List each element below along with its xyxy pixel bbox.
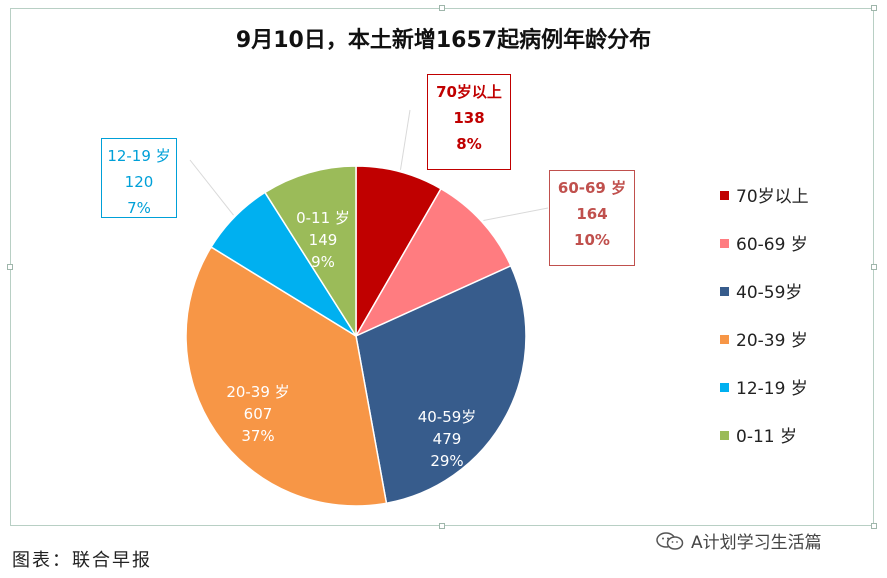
legend-swatch bbox=[720, 383, 729, 392]
legend-label: 0-11 岁 bbox=[736, 427, 797, 447]
legend-swatch bbox=[720, 287, 729, 296]
data-label-category: 12-19 岁 bbox=[107, 147, 171, 165]
legend-swatch bbox=[720, 431, 729, 440]
resize-handle-top[interactable] bbox=[439, 5, 445, 11]
data-label-value: 120 bbox=[124, 173, 154, 191]
watermark-text: A计划学习生活篇 bbox=[691, 533, 822, 553]
data-label-category: 0-11 岁 bbox=[296, 209, 350, 227]
data-label-category: 70岁以上 bbox=[436, 83, 502, 101]
leader-line-4 bbox=[189, 159, 234, 216]
resize-handle-right[interactable] bbox=[871, 264, 877, 270]
legend-swatch bbox=[720, 239, 729, 248]
data-label-category: 60-69 岁 bbox=[557, 179, 627, 197]
pie-slice-0 bbox=[355, 165, 442, 339]
data-label-box-0: 70岁以上 138 8% bbox=[427, 74, 511, 170]
resize-handle-bottom[interactable] bbox=[439, 523, 445, 529]
data-label-category: 20-39 岁 bbox=[226, 383, 289, 401]
data-label-value: 164 bbox=[576, 205, 608, 223]
data-label-box-4: 12-19 岁 120 7% bbox=[101, 138, 177, 218]
data-label-percent: 9% bbox=[311, 253, 335, 271]
data-label-5: 0-11 岁 149 9% bbox=[296, 209, 350, 271]
chart-title: 9月10日，本土新增1657起病例年龄分布 bbox=[235, 28, 652, 53]
data-label-percent: 29% bbox=[430, 452, 463, 470]
data-label-3: 20-39 岁 607 37% bbox=[226, 383, 289, 445]
resize-handle-top-right[interactable] bbox=[871, 5, 877, 11]
data-label-percent: 8% bbox=[456, 135, 482, 153]
resize-handle-left[interactable] bbox=[7, 264, 13, 270]
data-label-box-1: 60-69 岁 164 10% bbox=[549, 170, 635, 266]
data-label-category: 40-59岁 bbox=[418, 408, 477, 426]
wechat-icon bbox=[656, 531, 684, 550]
source-caption: 图表：联合早报 bbox=[12, 550, 152, 571]
data-label-value: 607 bbox=[244, 405, 273, 423]
legend-label: 60-69 岁 bbox=[736, 235, 808, 255]
watermark: A计划学习生活篇 bbox=[655, 528, 822, 553]
data-label-value: 138 bbox=[453, 109, 485, 127]
data-label-percent: 7% bbox=[127, 199, 151, 217]
pie-slice-5 bbox=[263, 165, 357, 339]
leader-line-0 bbox=[399, 109, 411, 170]
legend-label: 40-59岁 bbox=[736, 283, 803, 303]
resize-handle-bottom-right[interactable] bbox=[871, 523, 877, 529]
legend-swatch bbox=[720, 335, 729, 344]
data-label-value: 479 bbox=[433, 430, 462, 448]
pie-slice-1 bbox=[354, 187, 512, 338]
legend-swatch bbox=[720, 191, 729, 200]
legend-label: 12-19 岁 bbox=[736, 379, 808, 399]
data-label-2: 40-59岁 479 29% bbox=[418, 408, 477, 470]
pie-slice-3 bbox=[185, 245, 388, 507]
leader-line-1 bbox=[483, 207, 549, 221]
data-label-value: 149 bbox=[309, 231, 338, 249]
data-label-percent: 10% bbox=[574, 231, 610, 249]
legend-label: 70岁以上 bbox=[736, 187, 809, 207]
legend-label: 20-39 岁 bbox=[736, 331, 808, 351]
pie-slice-2 bbox=[355, 264, 527, 505]
data-label-percent: 37% bbox=[241, 427, 274, 445]
